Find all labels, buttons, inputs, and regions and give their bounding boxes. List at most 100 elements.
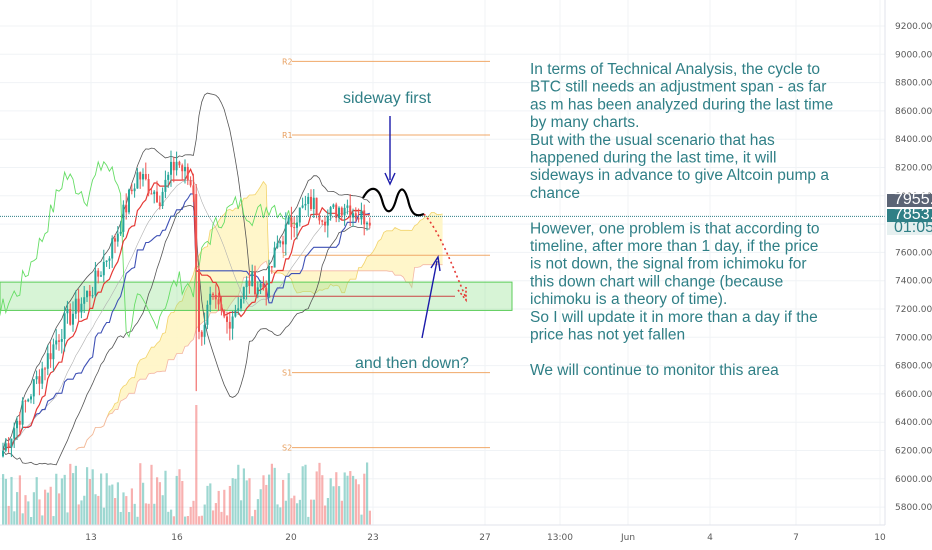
candle-body [301,205,304,208]
volume-bar [35,477,38,525]
volume-bar [7,505,10,525]
volume-bar [175,475,178,525]
analysis-notes: In terms of Technical Analysis, the cycl… [530,61,833,379]
volume-bar [312,499,315,525]
note-line: by many charts. [530,114,639,131]
candle-body [315,197,318,216]
candle-body [94,270,97,296]
volume-bar [237,464,240,525]
volume-bar [301,466,304,525]
volume-bar [262,475,265,525]
volume-bar [153,503,156,525]
volume-bar [158,482,161,525]
candle-body [27,399,30,402]
volume-bar [234,478,237,525]
candle-body [161,191,164,207]
volume-bar [108,485,111,525]
candle-body [192,185,195,195]
candle-body [343,207,346,216]
span-b [75,260,443,451]
note-line: We will continue to monitor this area [530,362,779,379]
candle-body [41,368,44,384]
y-tick-label: 8800.00 [895,79,932,89]
candle-body [329,207,332,217]
candle-body [223,310,226,317]
volume-bar [130,488,133,525]
y-tick-label: 6600.00 [895,390,932,400]
candle-body [186,166,189,181]
price-tag-bg [887,209,932,222]
price-tag-label: 7853.83 [894,206,932,223]
volume-bar [116,482,119,525]
candle-body [209,293,212,305]
volume-bar [18,475,21,525]
candle-body [357,218,360,220]
sideway-label: sideway first [343,90,432,107]
volume-bar [203,504,206,525]
candle-body [74,298,77,314]
candle-body [86,290,88,298]
price-tags: 7955.167853.8301:05:25 [887,191,932,236]
note-line: price has not yet fallen [530,327,685,344]
candle-body [284,224,287,245]
bollinger-lower [2,204,370,466]
candle-body [349,205,352,218]
volume-bar [240,500,243,525]
candle-body [270,266,273,268]
volume-bar [77,504,80,525]
volume-bar [315,471,318,525]
x-tick-label: 16 [171,533,183,543]
candle-body [276,243,279,248]
candle-body [318,215,321,221]
candle-body [30,396,32,400]
candle-body [326,216,329,226]
volume-bar [139,463,142,525]
candle-body [212,293,214,295]
candle-body [248,280,251,286]
candle-body [69,308,72,325]
note-line: However, one problem is that according t… [530,220,820,237]
volume-bar [156,477,159,525]
volume-bar [226,515,229,525]
note-line: ichimoku is a theory of time). [530,291,727,308]
volume-bar [102,507,105,525]
volume-bar [44,489,47,525]
volume-bar [133,503,136,525]
candles [2,150,371,458]
volume-bar [251,516,254,525]
volume-bar [254,509,257,525]
candle-body [108,258,111,261]
volume-bar [2,474,5,525]
sideway-wave [362,187,425,217]
x-tick-label: 4 [707,533,713,543]
candle-body [91,295,94,297]
note-line: chance [530,185,580,202]
volume-bar [214,503,217,525]
candle-body [332,204,335,208]
candle-body [111,238,114,259]
volume-bar [69,463,72,525]
candle-body [13,428,16,439]
candle-body [144,174,147,180]
volume-bar [223,489,226,525]
candle-body [49,353,52,360]
volume-bars [2,405,371,525]
candle-body [10,438,13,448]
volume-bar [340,500,343,525]
volume-bar [189,506,192,525]
ichimoku-cloud [75,180,443,451]
candle-body [172,161,175,171]
pivot-label-s2: S2 [282,444,292,453]
candle-body [105,260,108,262]
candle-body [16,420,18,429]
candle-body [116,233,119,242]
kijun-line [2,193,370,451]
down-label: and then down? [355,355,469,372]
candle-body [259,283,262,288]
cloud-area [75,181,443,451]
volume-bar [343,472,346,525]
volume-bar [321,475,324,525]
volume-bar [122,492,125,525]
volume-bar [63,474,66,525]
